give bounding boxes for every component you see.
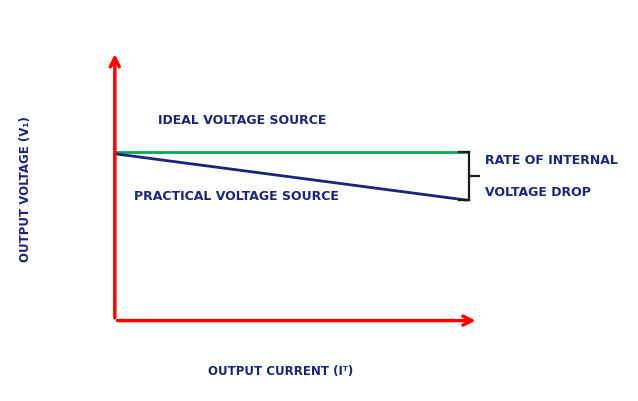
Text: OUTPUT VOLTAGE (V₁): OUTPUT VOLTAGE (V₁) xyxy=(19,116,32,261)
Text: PRACTICAL VOLTAGE SOURCE: PRACTICAL VOLTAGE SOURCE xyxy=(133,190,339,203)
Text: IDEAL VOLTAGE SOURCE: IDEAL VOLTAGE SOURCE xyxy=(158,114,327,127)
Text: VOLTAGE DROP: VOLTAGE DROP xyxy=(485,186,591,199)
Text: RATE OF INTERNAL: RATE OF INTERNAL xyxy=(485,154,618,167)
Text: OUTPUT CURRENT (Iᵀ): OUTPUT CURRENT (Iᵀ) xyxy=(208,364,353,377)
